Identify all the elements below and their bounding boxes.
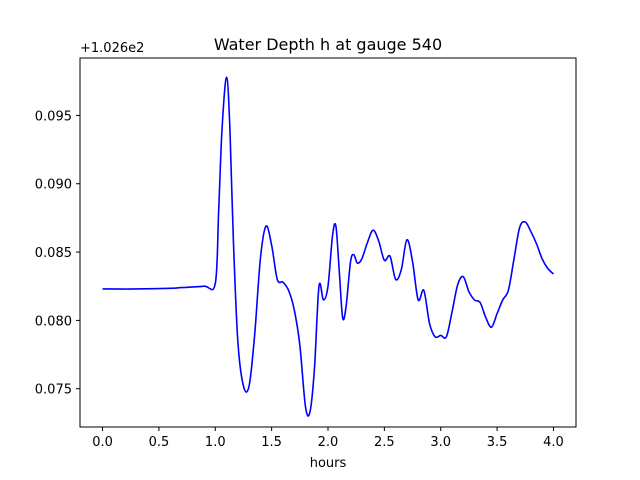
x-axis-label: hours <box>310 456 347 471</box>
x-tick-label: 4.0 <box>543 435 564 450</box>
series-group <box>102 76 555 417</box>
x-tick-label: 2.5 <box>374 435 395 450</box>
x-axis: 0.0 0.5 1.0 1.5 2.0 2.5 3.0 3.5 4.0 <box>92 427 564 450</box>
x-tick-label: 1.5 <box>261 435 282 450</box>
y-tick-label: 0.075 <box>35 383 72 398</box>
plot-frame <box>79 57 577 428</box>
chart-title: Water Depth h at gauge 540 <box>214 35 442 54</box>
x-tick-label: 1.0 <box>205 435 226 450</box>
x-tick-label: 2.0 <box>318 435 339 450</box>
y-tick-label: 0.080 <box>35 314 72 329</box>
series-line <box>102 76 555 417</box>
y-tick-label: 0.095 <box>35 109 72 124</box>
x-tick-label: 0.0 <box>92 435 113 450</box>
x-tick-label: 0.5 <box>149 435 170 450</box>
x-tick-label: 3.5 <box>487 435 508 450</box>
y-axis: 0.075 0.080 0.085 0.090 0.095 <box>35 109 80 398</box>
y-tick-label: 0.085 <box>35 246 72 261</box>
y-offset-label: +1.026e2 <box>80 41 144 56</box>
x-tick-label: 3.0 <box>430 435 451 450</box>
y-tick-label: 0.090 <box>35 178 72 193</box>
plot-area: 0.0 0.5 1.0 1.5 2.0 2.5 3.0 3.5 4.0 0.0750.0800.… <box>35 57 577 450</box>
